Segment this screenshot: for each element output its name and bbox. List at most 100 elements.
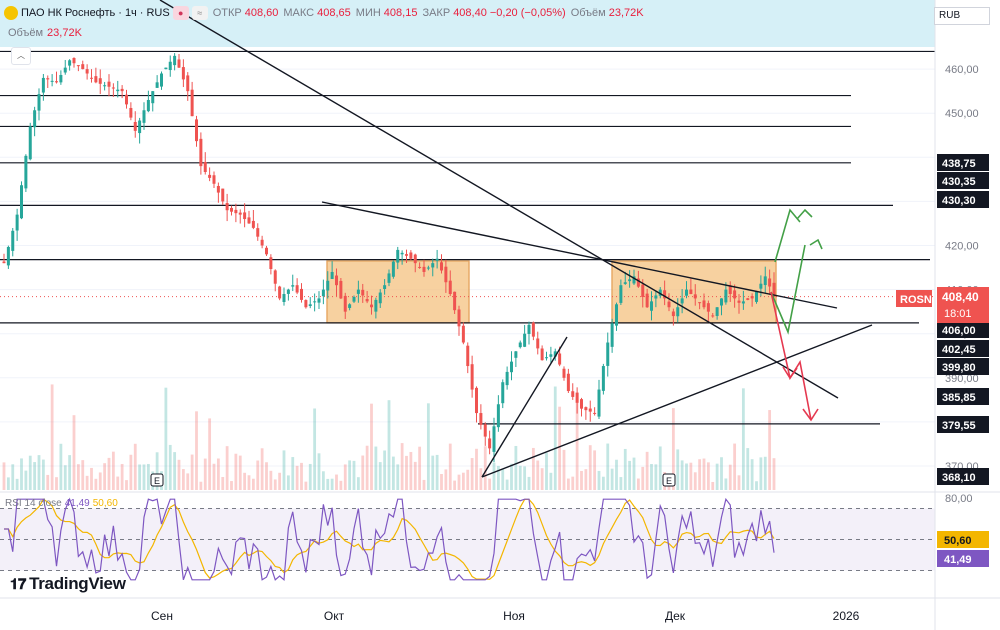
volume-bar bbox=[216, 458, 220, 490]
volume-bar bbox=[514, 445, 518, 490]
candle-body bbox=[356, 289, 360, 294]
candle-body bbox=[466, 345, 470, 367]
volume-bar bbox=[173, 452, 177, 490]
candle-body bbox=[278, 286, 282, 299]
earnings-marker bbox=[662, 473, 676, 487]
candle-body bbox=[111, 87, 115, 89]
volume-bar bbox=[321, 471, 325, 490]
volume-bar bbox=[291, 457, 295, 490]
candle-body bbox=[632, 276, 636, 284]
level-price-tag bbox=[937, 191, 989, 208]
volume-value: 23,72K bbox=[608, 7, 644, 19]
volume-bar bbox=[199, 481, 203, 490]
volume-bar bbox=[658, 446, 662, 490]
candle-body bbox=[256, 228, 260, 237]
rsi-legend: RSI 14 close 41,49 50,60 bbox=[5, 498, 118, 509]
volume-bar bbox=[536, 460, 540, 490]
candle-body bbox=[492, 426, 496, 452]
compare-icon[interactable]: ≈ bbox=[191, 6, 208, 20]
volume-bar bbox=[243, 472, 247, 490]
candle-body bbox=[195, 119, 198, 142]
candle-body bbox=[523, 333, 527, 347]
volume-bar bbox=[702, 458, 706, 490]
volume-bar bbox=[746, 448, 750, 490]
high-label: МАКС bbox=[283, 7, 315, 19]
volume-bar bbox=[313, 408, 317, 490]
volume-bar bbox=[601, 476, 605, 490]
candle-body bbox=[759, 283, 763, 289]
volume-bar bbox=[33, 462, 37, 490]
volume-bar bbox=[111, 451, 115, 490]
volume-bar bbox=[343, 464, 347, 490]
collapse-legend-button[interactable]: ︿ bbox=[11, 47, 31, 65]
volume-bar bbox=[383, 450, 387, 490]
volume-bar bbox=[440, 473, 443, 490]
interval-label[interactable]: 1ч bbox=[124, 7, 137, 19]
candle-body bbox=[160, 73, 163, 87]
volume-bar bbox=[405, 455, 408, 490]
volume-legend-label: Объём bbox=[8, 27, 44, 39]
volume-bar bbox=[186, 473, 190, 490]
price-axis-group: 460,00450,00440,00430,00420,00410,00400,… bbox=[896, 0, 989, 630]
volume-bar bbox=[759, 457, 763, 490]
last-price-tag bbox=[937, 287, 989, 323]
candle-body bbox=[282, 294, 286, 302]
volume-bar bbox=[116, 476, 120, 490]
volume-bar bbox=[120, 463, 124, 490]
tradingview-logo[interactable]: 𝟏𝟕 TradingView bbox=[10, 574, 126, 594]
rosneft-logo-icon bbox=[4, 6, 18, 20]
candle-body bbox=[273, 270, 277, 284]
volume-bar bbox=[615, 459, 618, 490]
candle-body bbox=[483, 424, 487, 437]
candle-body bbox=[667, 301, 671, 308]
candle-body bbox=[142, 110, 146, 123]
candle-body bbox=[641, 284, 645, 297]
volume-bar bbox=[483, 446, 487, 490]
volume-bar bbox=[510, 463, 513, 490]
candle-body bbox=[444, 266, 448, 283]
candle-body bbox=[685, 289, 688, 296]
candle-body bbox=[33, 110, 37, 128]
volume-bar bbox=[650, 464, 653, 490]
candle-body bbox=[28, 126, 32, 160]
volume-bar bbox=[238, 455, 242, 490]
level-price-tag bbox=[937, 358, 989, 375]
candle-body bbox=[98, 78, 102, 84]
candle-body bbox=[566, 373, 570, 392]
volume-bar bbox=[431, 455, 435, 490]
currency-selector[interactable]: RUB bbox=[934, 7, 990, 25]
volume-bar bbox=[2, 462, 6, 490]
volume-bar bbox=[444, 469, 448, 490]
flag-icon[interactable]: ● bbox=[172, 6, 189, 20]
candle-body bbox=[580, 399, 583, 409]
volume-bar bbox=[671, 408, 675, 490]
volume-bar bbox=[190, 454, 194, 490]
volume-legend: Объём 23,72K bbox=[8, 27, 82, 39]
volume-bar bbox=[641, 466, 645, 490]
volume-bar bbox=[90, 467, 93, 490]
candle-body bbox=[593, 412, 597, 414]
candle-body bbox=[772, 282, 776, 297]
volume-bar bbox=[584, 469, 588, 490]
candle-body bbox=[374, 299, 378, 312]
candle-body bbox=[584, 407, 588, 411]
instrument-name[interactable]: ПАО НК Роснефть bbox=[21, 7, 116, 19]
volume-bar bbox=[610, 468, 614, 490]
volume-bar bbox=[370, 403, 373, 490]
candle-body bbox=[676, 307, 680, 317]
level-price-tag-label: 379,55 bbox=[942, 420, 976, 432]
volume-bar bbox=[378, 462, 382, 490]
volume-bar bbox=[387, 400, 391, 490]
volume-bar bbox=[352, 460, 356, 490]
volume-bar bbox=[256, 460, 260, 490]
candle-body bbox=[2, 261, 6, 264]
volume-bar bbox=[282, 450, 286, 490]
volume-bar bbox=[85, 475, 89, 490]
candle-body bbox=[20, 185, 23, 219]
change-value: −0,20 (−0,05%) bbox=[489, 7, 566, 19]
candle-body bbox=[238, 212, 242, 215]
rsi-tick-label: 80,00 bbox=[945, 493, 973, 505]
volume-bar bbox=[107, 457, 111, 490]
volume-bar bbox=[435, 454, 439, 490]
